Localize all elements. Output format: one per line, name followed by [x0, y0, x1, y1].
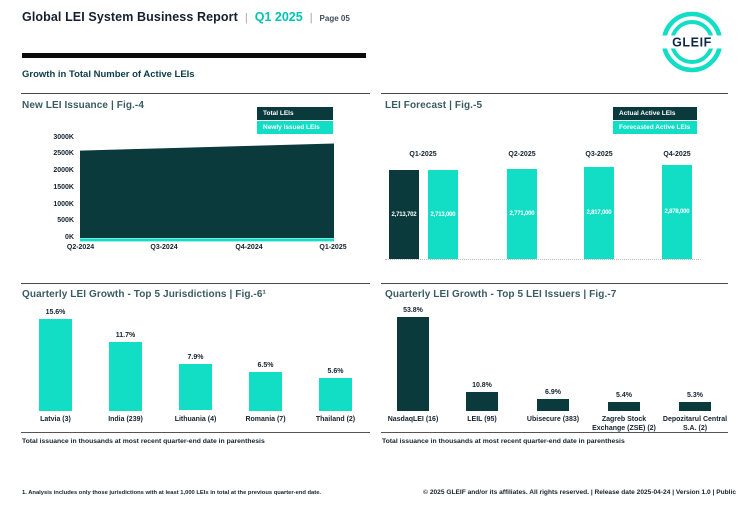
panel-fig7: Quarterly LEI Growth - Top 5 LEI Issuers…: [381, 283, 728, 436]
title-divider: [22, 53, 366, 58]
pct-label: 6.5%: [257, 362, 274, 370]
category-label: Thailand (2): [315, 415, 356, 423]
bar-value-label: 2,817,000: [586, 210, 612, 216]
growth-bar: [679, 401, 711, 411]
y-tick-label: 2000K: [53, 167, 74, 174]
section-heading: Growth in Total Number of Active LEIs: [22, 69, 195, 80]
fig4-title: New LEI Issuance | Fig.-4: [22, 100, 144, 111]
category-label: India (239): [108, 415, 143, 423]
pct-label: 15.6%: [45, 308, 66, 316]
category-label: Romania (7): [245, 415, 286, 423]
pct-label: 7.9%: [187, 353, 204, 361]
pct-label: 5.3%: [687, 391, 703, 399]
fig7-title: Quarterly LEI Growth - Top 5 LEI Issuers…: [385, 289, 617, 300]
forecast-bar: 2,771,000: [507, 168, 537, 259]
fig6-plot: 15.6% Latvia (3) 11.7% India (239) 7.9% Lithu…: [21, 284, 370, 436]
fig4-area-svg: [80, 143, 334, 242]
growth-bar: [319, 377, 352, 411]
fig5-title: LEI Forecast | Fig.-5: [385, 100, 483, 111]
y-tick-label: 2500K: [53, 150, 74, 158]
forecast-bar: 2,878,000: [662, 165, 692, 259]
forecast-bar: 2,713,702: [389, 170, 419, 259]
legend-label: Forecasted Active LEIs: [619, 124, 691, 131]
page-number: Page 05: [319, 14, 350, 23]
legend-label: Newly Issued LEIs: [263, 124, 320, 131]
pct-label: 10.8%: [472, 382, 492, 390]
category-label: Latvia (3): [40, 415, 71, 423]
fig4-legend: Total LEIs Newly Issued LEIs: [257, 107, 333, 134]
x-tick-label: Q2-2024: [66, 244, 95, 251]
pct-label: 5.6%: [327, 367, 344, 375]
y-tick-label: 3000K: [53, 133, 74, 141]
bar-value-label: 2,771,000: [509, 210, 535, 217]
note-divider-right: [381, 432, 728, 433]
growth-bar: [179, 363, 212, 411]
note-divider-left: [21, 432, 370, 433]
logo-text-band: [659, 35, 725, 49]
y-tick-label: 1000K: [53, 200, 74, 208]
category-label: Depozitarul Central S.A. (2): [662, 416, 728, 433]
y-tick-label: 0K: [65, 234, 74, 241]
category-label: Zagreb Stock Exchange (ZSE) (2): [592, 416, 656, 433]
legend-item-total-leis: Total LEIs: [257, 107, 333, 120]
growth-bar: [109, 341, 142, 411]
legend-item-forecasted-active-leis: Forecasted Active LEIs: [613, 121, 697, 134]
note-right: Total issuance in thousands at most rece…: [382, 438, 625, 445]
report-title: Global LEI System Business Report: [22, 10, 238, 24]
growth-bar: [608, 401, 640, 411]
fig4-plot: 0K 500K 1000K 1500K 2000K 2500K 3000K Q2-2024 Q3…: [21, 94, 370, 266]
category-label: Lithuania (4): [174, 415, 217, 423]
fig5-plot: Q1-2025 Q2-2025 Q3-2025 Q4-2025 2,713,702 2,7…: [381, 94, 728, 266]
x-tick-label: Q1-2025: [319, 244, 347, 251]
header-separator: |: [244, 12, 248, 24]
panel-fig4: New LEI Issuance | Fig.-4 Total LEIs New…: [21, 93, 370, 266]
panel-fig5: LEI Forecast | Fig.-5 Actual Active LEIs…: [381, 93, 728, 266]
growth-bar: [537, 398, 569, 411]
logo-wordmark: GLEIF: [672, 36, 712, 50]
header-separator: |: [309, 12, 313, 24]
bar-value-label: 2,878,000: [664, 209, 690, 215]
pct-label: 53.8%: [403, 307, 423, 314]
gleif-logo: GLEIF: [659, 11, 725, 73]
legend-item-newly-issued-leis: Newly Issued LEIs: [257, 121, 333, 134]
growth-bar: [397, 317, 429, 411]
forecast-bar: 2,713,000: [428, 170, 458, 259]
forecast-bar: 2,817,000: [584, 167, 614, 259]
x-tick-label: Q3-2024: [150, 244, 178, 251]
legend-label: Total LEIs: [263, 110, 294, 117]
bar-value-label: 2,713,000: [430, 211, 456, 218]
x-tick-label: Q4-2024: [235, 244, 263, 251]
note-left: Total issuance in thousands at most rece…: [22, 438, 265, 445]
fig7-plot: 53.8% NasdaqLEI (16) 10.8% LEIL (95) 6.9% Ubi…: [381, 284, 728, 436]
total-leis-area: [80, 143, 334, 238]
pct-label: 11.7%: [115, 331, 136, 339]
footnote: 1. Analysis includes only those jurisdic…: [22, 490, 322, 496]
newly-issued-leis-strip: [80, 238, 334, 242]
growth-bar: [249, 372, 282, 411]
footer-copyright: © 2025 GLEIF and/or its affiliates. All …: [423, 489, 736, 496]
bar-value-label: 2,713,702: [391, 211, 417, 218]
category-label: Ubisecure (383): [526, 416, 580, 423]
x-tick-label: Q4-2025: [663, 151, 691, 158]
category-label: NasdaqLEI (16): [387, 416, 439, 423]
fig5-legend: Actual Active LEIs Forecasted Active LEI…: [613, 107, 697, 134]
fig6-title: Quarterly LEI Growth - Top 5 Jurisdictio…: [22, 289, 266, 300]
category-label: LEIL (95): [467, 416, 497, 423]
growth-bar: [39, 318, 72, 411]
x-tick-label: Q3-2025: [585, 151, 613, 158]
legend-item-actual-active-leis: Actual Active LEIs: [613, 107, 697, 120]
pct-label: 5.4%: [616, 391, 632, 399]
x-tick-label: Q1-2025: [409, 151, 437, 158]
pct-label: 6.9%: [545, 388, 561, 396]
y-tick-label: 1500K: [53, 183, 74, 191]
legend-label: Actual Active LEIs: [619, 110, 676, 117]
panel-fig6: Quarterly LEI Growth - Top 5 Jurisdictio…: [21, 283, 370, 436]
report-period: Q1 2025: [254, 10, 303, 24]
growth-bar: [466, 392, 498, 411]
header: Global LEI System Business Report | Q1 2…: [22, 10, 350, 24]
fig5-baseline: [385, 259, 701, 260]
x-tick-label: Q2-2025: [508, 151, 536, 158]
y-tick-label: 500K: [57, 217, 74, 225]
